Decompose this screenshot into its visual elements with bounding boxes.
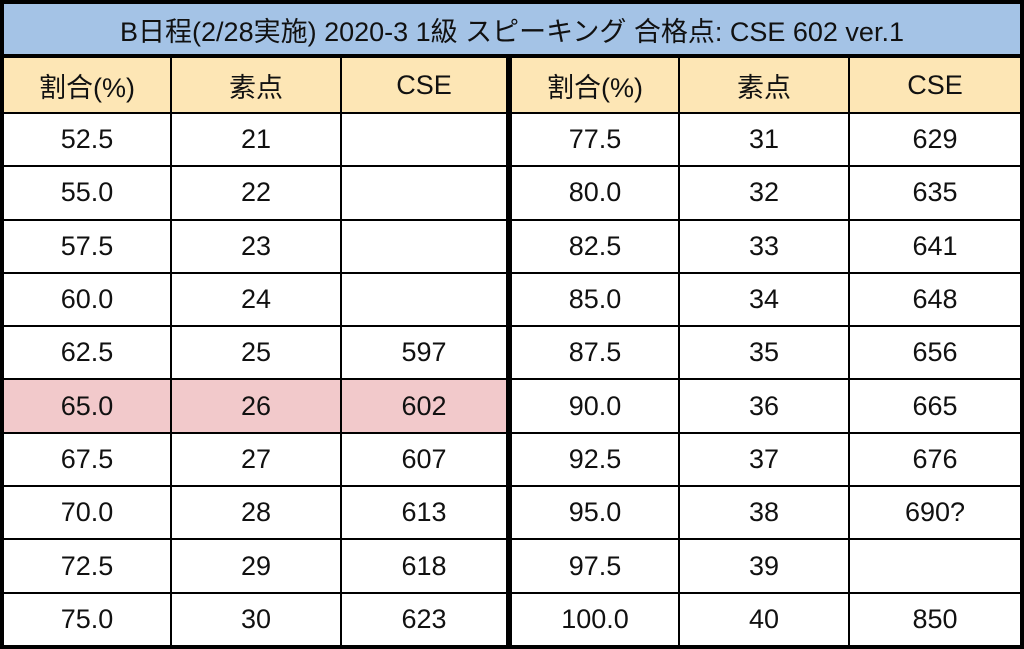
right-table-cell: 82.5 — [512, 220, 678, 272]
right-table-cell: 80.0 — [512, 167, 678, 219]
left-table-cell: 52.5 — [4, 114, 170, 166]
right-table-cell: 39 — [680, 540, 848, 592]
left-table-cell — [342, 273, 506, 326]
left-table-cell: 602 — [342, 380, 506, 432]
right-table-cell — [850, 540, 1020, 592]
right-table-cell: 31 — [680, 114, 848, 166]
right-header-cell: CSE — [850, 58, 1020, 112]
left-header-cell: 割合(%) — [4, 58, 170, 112]
right-table-cell: 676 — [850, 433, 1020, 486]
left-table-cell — [342, 114, 506, 166]
right-table-cell: 690? — [850, 487, 1020, 539]
right-header-cell: 割合(%) — [512, 58, 678, 112]
left-table-cell: 72.5 — [4, 540, 170, 592]
left-table-cell: 55.0 — [4, 167, 170, 219]
left-table-cell: 24 — [172, 273, 340, 326]
right-table-cell: 629 — [850, 114, 1020, 166]
left-table-cell — [342, 220, 506, 272]
right-table-cell: 33 — [680, 220, 848, 272]
left-table-cell: 25 — [172, 327, 340, 379]
left-table-cell: 57.5 — [4, 220, 170, 272]
right-table-cell: 641 — [850, 220, 1020, 272]
left-table-cell: 21 — [172, 114, 340, 166]
right-table-cell: 38 — [680, 487, 848, 539]
left-table-cell: 607 — [342, 433, 506, 486]
left-table-cell: 65.0 — [4, 380, 170, 432]
left-table-cell: 618 — [342, 540, 506, 592]
right-table-cell: 40 — [680, 593, 848, 645]
right-table-cell: 95.0 — [512, 487, 678, 539]
left-table-cell: 22 — [172, 167, 340, 219]
right-table-cell: 37 — [680, 433, 848, 486]
left-table: 割合(%) 素点 CSE 52.5 21 55.0 22 57.5 23 60.0 24 62.5 25… — [4, 58, 506, 645]
left-table-cell: 623 — [342, 593, 506, 645]
table-title: B日程(2/28実施) 2020-3 1級 スピーキング 合格点: CSE 60… — [4, 4, 1020, 56]
right-table-cell: 635 — [850, 167, 1020, 219]
left-table-cell: 23 — [172, 220, 340, 272]
right-table-cell: 85.0 — [512, 273, 678, 326]
right-table-cell: 92.5 — [512, 433, 678, 486]
right-table-cell: 100.0 — [512, 593, 678, 645]
right-table-cell: 850 — [850, 593, 1020, 645]
left-table-cell: 75.0 — [4, 593, 170, 645]
left-table-cell: 613 — [342, 487, 506, 539]
left-header-cell: 素点 — [172, 58, 340, 112]
right-table-cell: 656 — [850, 327, 1020, 379]
right-table-cell: 87.5 — [512, 327, 678, 379]
left-table-cell: 60.0 — [4, 273, 170, 326]
left-table-cell: 70.0 — [4, 487, 170, 539]
right-table-cell: 34 — [680, 273, 848, 326]
right-header-cell: 素点 — [680, 58, 848, 112]
score-table: B日程(2/28実施) 2020-3 1級 スピーキング 合格点: CSE 60… — [4, 4, 1020, 645]
left-table-cell: 597 — [342, 327, 506, 379]
right-table-cell: 35 — [680, 327, 848, 379]
left-table-cell — [342, 167, 506, 219]
left-table-cell: 26 — [172, 380, 340, 432]
left-table-cell: 62.5 — [4, 327, 170, 379]
left-table-cell: 30 — [172, 593, 340, 645]
right-table-cell: 36 — [680, 380, 848, 432]
left-table-cell: 67.5 — [4, 433, 170, 486]
right-table-cell: 32 — [680, 167, 848, 219]
left-table-cell: 29 — [172, 540, 340, 592]
right-table: 割合(%) 素点 CSE 77.5 31 629 80.0 32 635 82.5 33 641 85.… — [512, 58, 1020, 645]
left-header-cell: CSE — [342, 58, 506, 112]
right-table-cell: 97.5 — [512, 540, 678, 592]
left-table-cell: 28 — [172, 487, 340, 539]
right-table-cell: 648 — [850, 273, 1020, 326]
right-table-cell: 90.0 — [512, 380, 678, 432]
left-table-cell: 27 — [172, 433, 340, 486]
right-table-cell: 77.5 — [512, 114, 678, 166]
right-table-cell: 665 — [850, 380, 1020, 432]
